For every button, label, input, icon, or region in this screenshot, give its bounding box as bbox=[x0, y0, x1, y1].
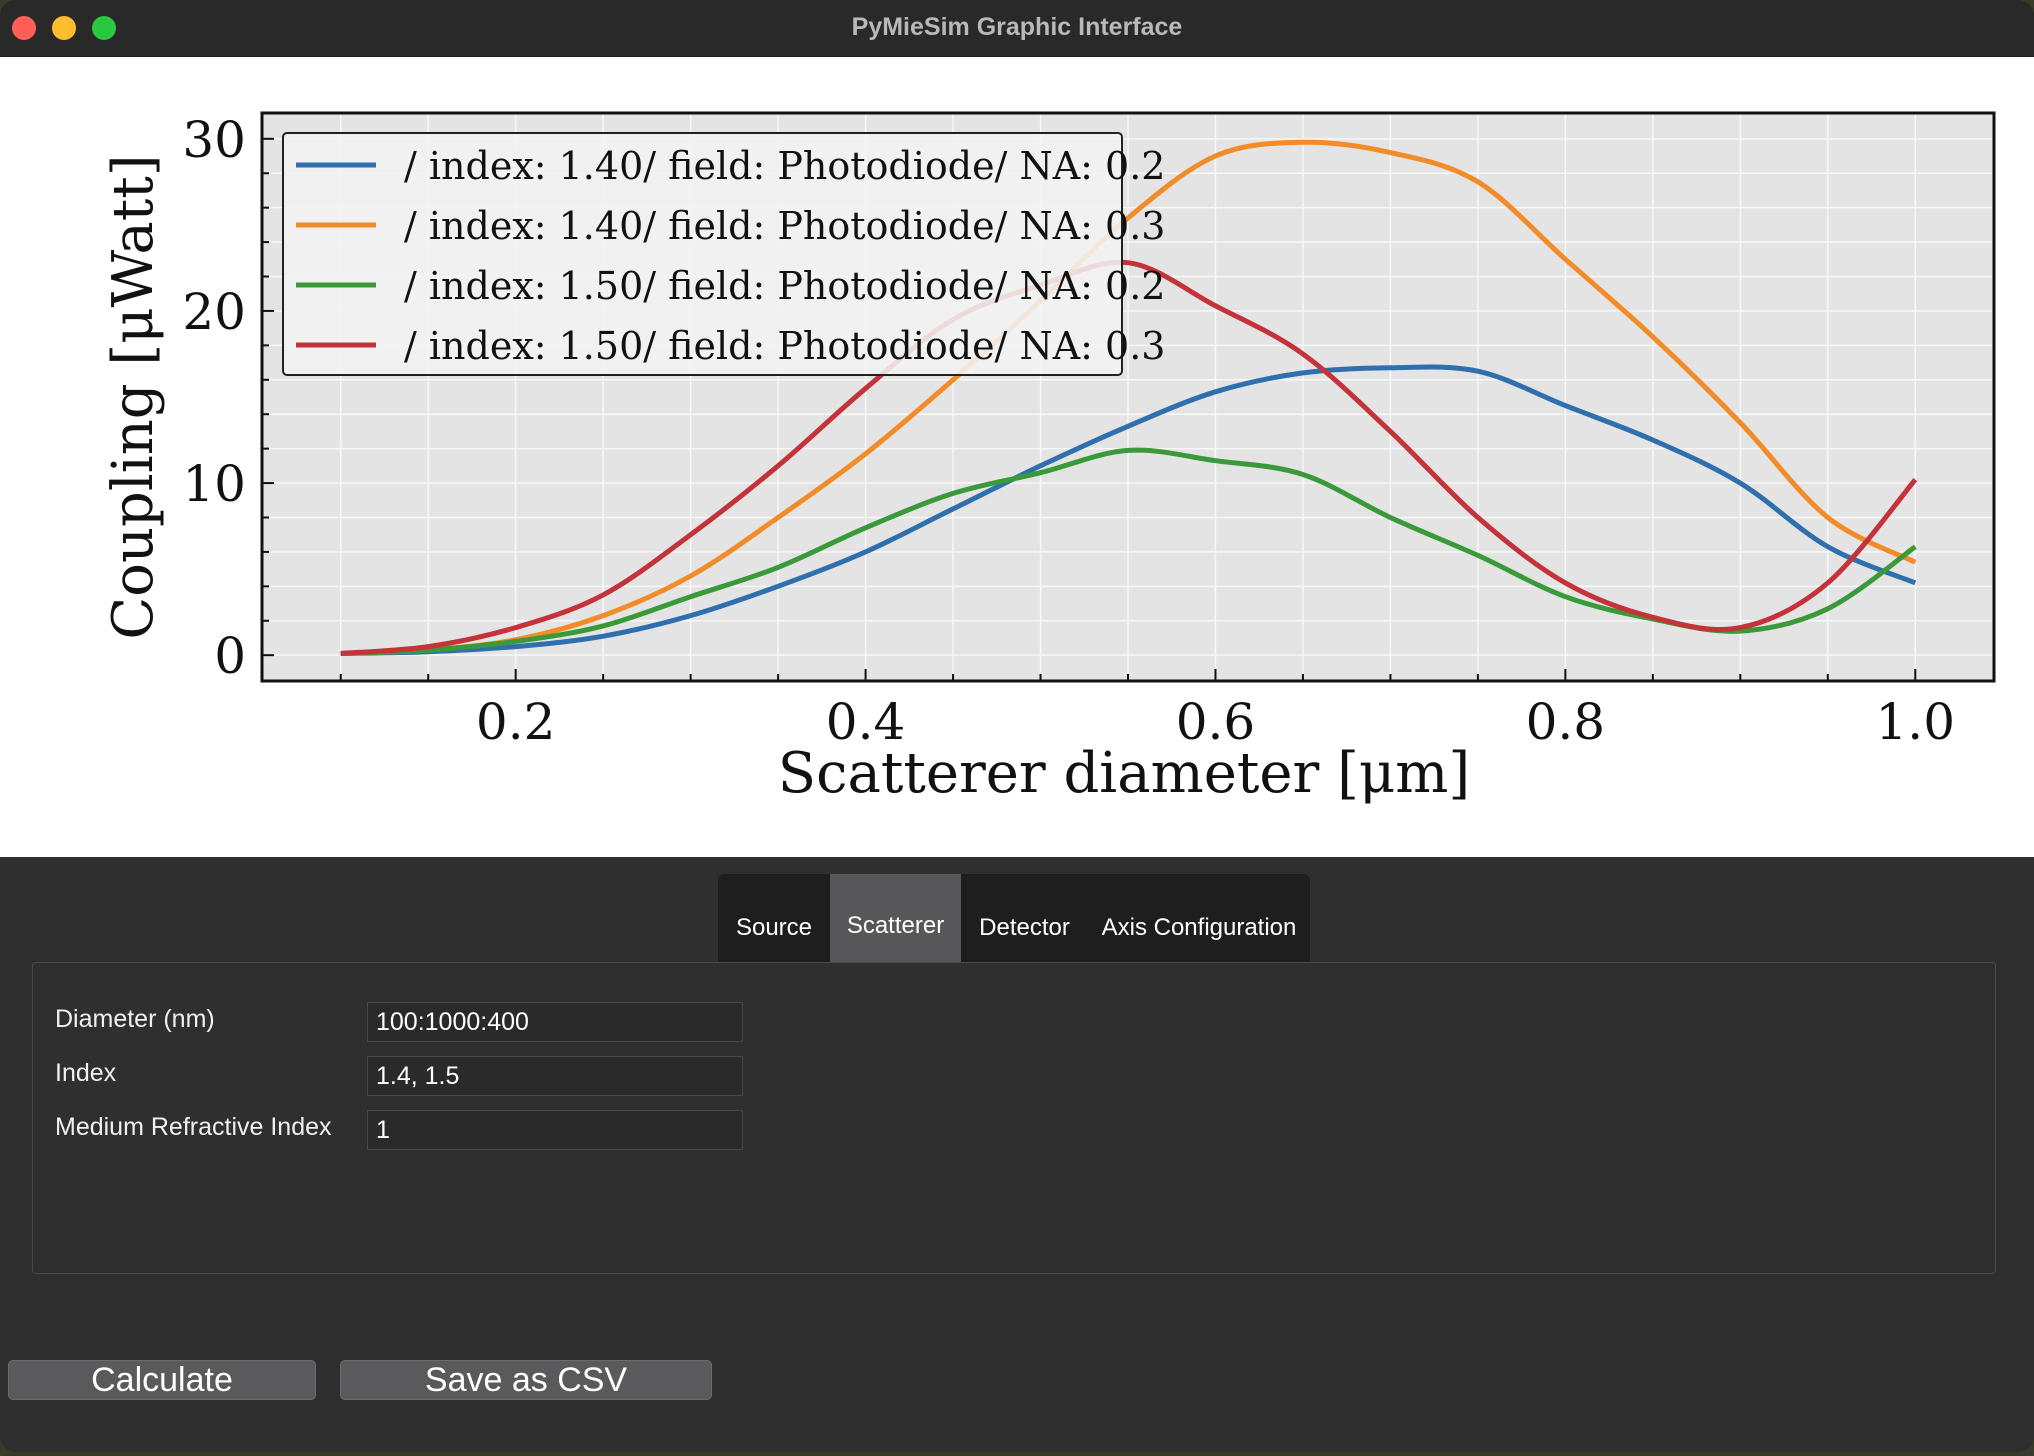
legend-label-2: / index: 1.40/ field: Photodiode/ NA: 0.… bbox=[404, 204, 1165, 248]
plot-canvas: 0.2 0.4 0.6 0.8 1.0 0 10 20 30 Scatterer diamet… bbox=[0, 57, 2034, 857]
medium-index-input[interactable] bbox=[367, 1110, 743, 1150]
y-tick-label: 0 bbox=[214, 627, 246, 685]
diameter-label: Diameter (nm) bbox=[55, 1005, 215, 1033]
y-tick-labels: 0 10 20 30 bbox=[182, 111, 246, 685]
legend-label-1: / index: 1.40/ field: Photodiode/ NA: 0.… bbox=[404, 144, 1165, 188]
legend-label-4: / index: 1.50/ field: Photodiode/ NA: 0.… bbox=[404, 324, 1165, 368]
scatterer-settings-panel: Diameter (nm) Index Medium Refractive In… bbox=[32, 962, 1996, 1274]
series-line-2 bbox=[340, 139, 1917, 656]
close-window-button[interactable] bbox=[12, 16, 36, 40]
legend-box bbox=[282, 132, 1123, 376]
x-axis-label: Scatterer diameter [μm] bbox=[778, 741, 1471, 806]
tab-detector[interactable]: Detector bbox=[979, 914, 1070, 941]
index-input[interactable] bbox=[367, 1056, 743, 1096]
index-label: Index bbox=[55, 1059, 117, 1087]
diameter-input[interactable] bbox=[367, 1002, 743, 1042]
series-line-1 bbox=[340, 364, 1917, 656]
chart-legend: / index: 1.40/ field: Photodiode/ NA: 0.… bbox=[282, 132, 1165, 376]
x-tick-label: 0.6 bbox=[1176, 693, 1256, 751]
y-axis-label: Coupling [μWatt] bbox=[101, 154, 166, 639]
window-title: PyMieSim Graphic Interface bbox=[851, 13, 1183, 41]
series-layer bbox=[340, 139, 1918, 656]
minimize-window-button[interactable] bbox=[52, 16, 76, 40]
grid-lines bbox=[262, 113, 1994, 681]
zoom-window-button[interactable] bbox=[92, 16, 116, 40]
x-tick-labels: 0.2 0.4 0.6 0.8 1.0 bbox=[476, 693, 1955, 751]
tab-axis-configuration[interactable]: Axis Configuration bbox=[1101, 914, 1297, 941]
calculate-button[interactable]: Calculate bbox=[8, 1360, 316, 1400]
save-csv-button[interactable]: Save as CSV bbox=[340, 1360, 712, 1400]
title-bar: PyMieSim Graphic Interface bbox=[0, 0, 2034, 57]
y-tick-label: 10 bbox=[182, 455, 246, 513]
tab-source[interactable]: Source bbox=[735, 914, 813, 941]
x-tick-label: 0.8 bbox=[1526, 693, 1606, 751]
y-tick-label: 20 bbox=[182, 283, 246, 341]
x-tick-label: 1.0 bbox=[1876, 693, 1956, 751]
y-tick-label: 30 bbox=[182, 111, 246, 169]
x-tick-label: 0.2 bbox=[476, 693, 556, 751]
series-line-4 bbox=[340, 259, 1918, 656]
medium-index-label: Medium Refractive Index bbox=[55, 1113, 332, 1141]
x-tick-label: 0.4 bbox=[826, 693, 906, 751]
legend-label-3: / index: 1.50/ field: Photodiode/ NA: 0.… bbox=[404, 264, 1165, 308]
axis-ticks bbox=[262, 137, 1917, 681]
coupling-chart: 0.2 0.4 0.6 0.8 1.0 0 10 20 30 Scatterer diamet… bbox=[101, 111, 1996, 806]
